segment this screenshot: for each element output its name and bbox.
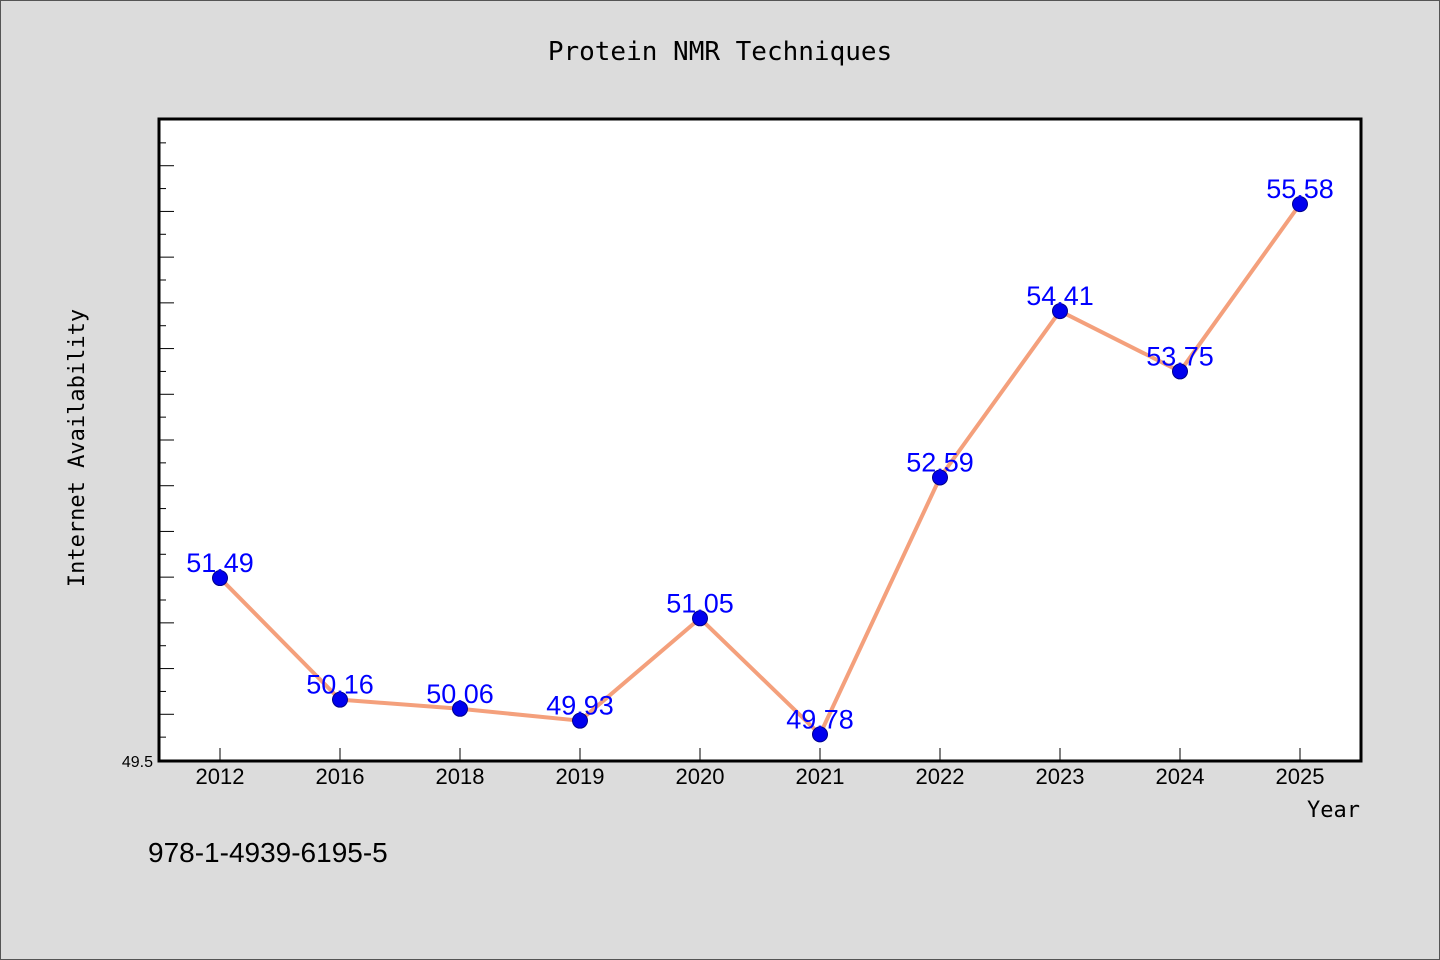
x-tick-label: 2022 <box>916 764 965 789</box>
x-tick-label: 2019 <box>556 764 605 789</box>
data-label: 55.58 <box>1266 174 1334 204</box>
data-point <box>1052 303 1068 320</box>
data-label: 51.49 <box>186 548 254 578</box>
data-point <box>452 700 468 717</box>
x-tick-label: 2025 <box>1276 764 1325 789</box>
x-tick-label: 2018 <box>436 764 485 789</box>
data-point <box>932 469 948 486</box>
x-tick-label: 2024 <box>1156 764 1205 789</box>
plot-area <box>157 117 1363 763</box>
x-tick-label: 2023 <box>1036 764 1085 789</box>
y-axis-title: Internet Availability <box>65 309 90 587</box>
data-point <box>1292 196 1308 213</box>
data-point <box>332 691 348 708</box>
x-tick-label: 2016 <box>316 764 365 789</box>
data-point <box>812 726 828 743</box>
data-point <box>692 610 708 627</box>
x-tick-label: 2012 <box>196 764 245 789</box>
y-axis-ticks <box>160 142 174 738</box>
data-point <box>1172 363 1188 380</box>
data-label: 49.78 <box>786 704 854 734</box>
series-line <box>218 202 1302 737</box>
data-label: 49.93 <box>546 691 614 721</box>
data-point <box>212 570 228 587</box>
x-axis-title: Year <box>1307 798 1360 823</box>
x-tick-label: 2020 <box>676 764 725 789</box>
data-label: 51.05 <box>666 588 734 618</box>
x-tick-label: 2021 <box>796 764 845 789</box>
y-tick-label: 49.5 <box>122 754 153 771</box>
data-label: 50.06 <box>426 679 494 709</box>
data-label: 54.41 <box>1026 281 1094 311</box>
data-label: 53.75 <box>1146 341 1214 371</box>
chart-title: Protein NMR Techniques <box>548 37 892 67</box>
data-label: 52.59 <box>906 447 974 477</box>
x-axis-ticks: 2012 2016 2018 2019 2020 2021 2022 2023 2024 2025 <box>196 748 1325 789</box>
footer-code: 978-1-4939-6195-5 <box>148 837 388 868</box>
series-layer: 51.49 50.16 50.06 49.93 51.05 49.78 52.59 54.41… <box>186 174 1334 743</box>
data-label: 50.16 <box>306 670 374 700</box>
data-point <box>572 712 588 729</box>
